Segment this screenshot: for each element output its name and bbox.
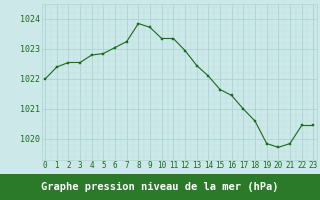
Text: Graphe pression niveau de la mer (hPa): Graphe pression niveau de la mer (hPa) (41, 182, 279, 192)
